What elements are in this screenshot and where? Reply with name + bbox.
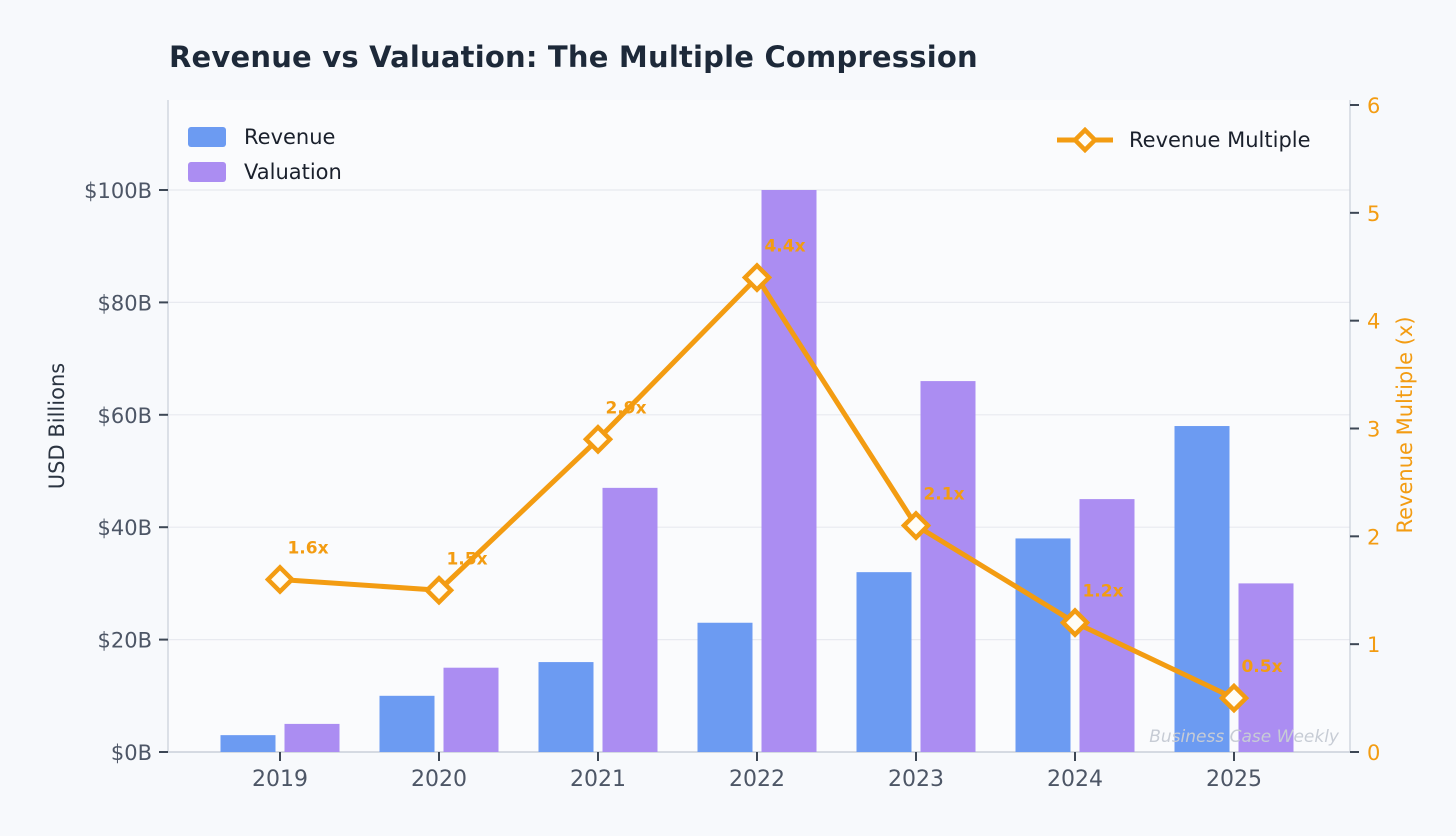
bar-revenue-2024 (1015, 538, 1071, 752)
bar-valuation-2025 (1238, 583, 1294, 752)
multiple-marker-2024 (1059, 607, 1091, 638)
left-axis-tick-label: $40B (98, 516, 153, 540)
bar-valuation-2020 (443, 667, 499, 752)
x-axis-tick-label: 2023 (888, 767, 944, 792)
left-axis-tick-label: $0B (111, 741, 152, 765)
multiple-point-label-2022: 4.4x (764, 237, 805, 257)
bar-revenue-2022 (697, 622, 753, 752)
right-axis-tick-label: 2 (1367, 525, 1380, 549)
right-axis-tick-label: 1 (1367, 633, 1380, 657)
multiple-point-label-2023: 2.1x (923, 485, 964, 505)
multiple-marker-2021 (582, 424, 614, 455)
multiple-marker-2019 (264, 564, 296, 595)
legend-item-valuation: Valuation (188, 161, 342, 183)
bar-revenue-2025 (1174, 426, 1230, 752)
left-axis-tick-label: $60B (98, 404, 153, 428)
line-legend: Revenue Multiple (1056, 127, 1311, 153)
right-axis-tick-label: 6 (1367, 94, 1380, 118)
legend-label-multiple: Revenue Multiple (1129, 128, 1311, 152)
x-axis-tick-label: 2020 (411, 767, 467, 792)
left-axis-tick-label: $20B (98, 629, 153, 653)
right-axis-tick-label: 5 (1367, 202, 1380, 226)
chart-title: Revenue vs Valuation: The Multiple Compr… (169, 40, 978, 74)
left-axis-tick-label: $80B (98, 291, 153, 315)
bar-revenue-2020 (379, 695, 435, 752)
bar-valuation-2024 (1079, 499, 1135, 752)
x-axis-tick-label: 2019 (252, 767, 308, 792)
legend-label-revenue: Revenue (244, 125, 336, 149)
x-axis-tick-label: 2022 (729, 767, 785, 792)
right-axis-title: Revenue Multiple (x) (1393, 316, 1417, 534)
multiple-marker-2022 (741, 262, 773, 293)
bar-revenue-2021 (538, 662, 594, 752)
multiple-marker-2020 (423, 575, 455, 606)
bar-revenue-2019 (220, 735, 276, 752)
right-axis-tick-label: 0 (1367, 741, 1380, 765)
multiple-point-label-2019: 1.6x (287, 538, 328, 558)
legend-label-valuation: Valuation (244, 160, 342, 184)
x-axis-tick-label: 2024 (1047, 767, 1103, 792)
multiple-marker-2025 (1218, 682, 1250, 714)
x-axis-tick-label: 2021 (570, 767, 626, 792)
multiple-point-label-2025: 0.5x (1241, 657, 1282, 677)
bar-valuation-2021 (602, 487, 658, 752)
bar-valuation-2023 (920, 381, 976, 752)
valuation-swatch-icon (188, 162, 226, 182)
bar-revenue-2023 (856, 572, 912, 752)
multiple-point-label-2024: 1.2x (1082, 582, 1123, 602)
left-axis-title: USD Billions (45, 362, 69, 490)
multiple-marker-2023 (900, 510, 932, 541)
bar-valuation-2022 (761, 190, 817, 752)
right-axis-tick-label: 4 (1367, 310, 1380, 334)
plot-area (168, 100, 1350, 752)
bar-valuation-2019 (284, 723, 340, 752)
bar-legend: Revenue Valuation (188, 126, 342, 183)
left-axis-tick-label: $100B (84, 179, 152, 203)
multiple-point-label-2020: 1.5x (446, 549, 487, 569)
x-axis-tick-label: 2025 (1206, 767, 1262, 792)
right-axis-tick-label: 3 (1367, 418, 1380, 442)
multiple-line-marker-icon (1057, 127, 1113, 153)
watermark: Business Case Weekly (1149, 727, 1339, 747)
multiple-point-label-2021: 2.9x (605, 398, 646, 418)
revenue-swatch-icon (188, 127, 226, 147)
legend-item-revenue: Revenue (188, 126, 342, 148)
